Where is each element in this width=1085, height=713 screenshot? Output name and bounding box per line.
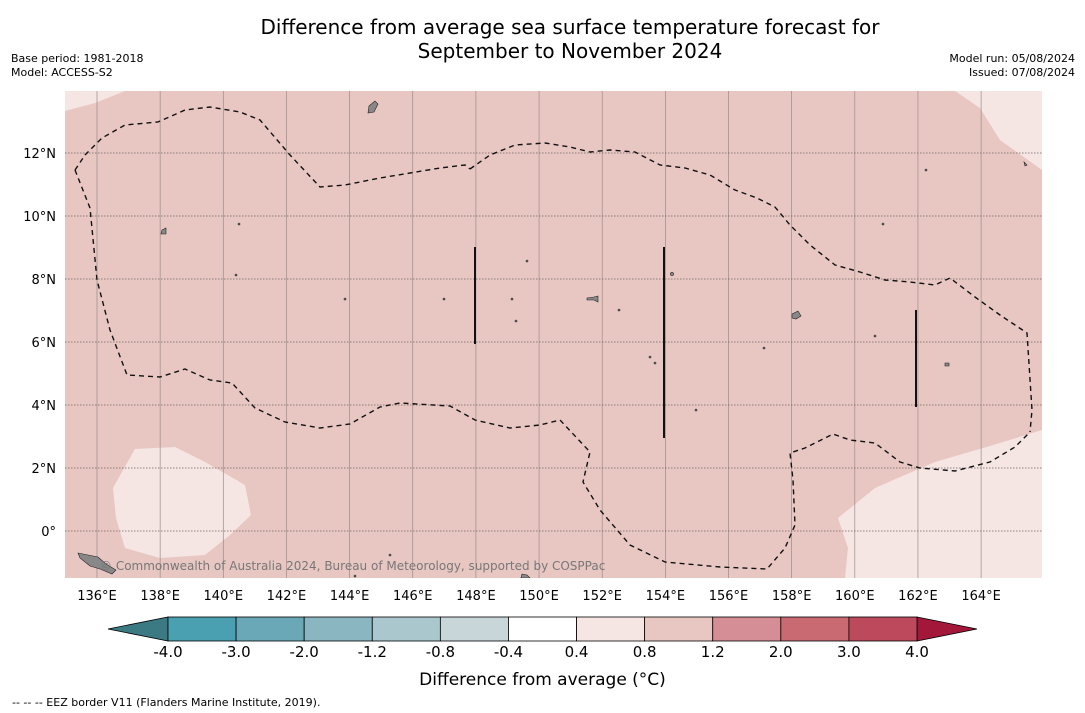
- colorbar-bins: [167, 616, 918, 642]
- colorbar-over-arrow: [916, 616, 978, 642]
- island-dot: [388, 553, 392, 557]
- island-new-guinea-tip: [77, 552, 117, 575]
- island-dot: [762, 346, 766, 350]
- longitude-label: 146°E: [393, 589, 433, 604]
- island-dot: [343, 297, 347, 301]
- map-area: © Commonwealth of Australia 2024, Bureau…: [65, 91, 1042, 578]
- eez-border-south: [74, 169, 1031, 570]
- colorbar-bin: [848, 616, 918, 642]
- model-run: Model run: 05/08/2024: [949, 52, 1075, 65]
- island-manus: [520, 573, 531, 578]
- colorbar-tick-label: 0.8: [632, 643, 657, 661]
- colorbar-bin: [371, 616, 441, 642]
- latitude-labels: 12°N 10°N 8°N 6°N 4°N 2°N 0°: [23, 147, 56, 540]
- colorbar-tick-label: 0.4: [564, 643, 589, 661]
- longitude-label: 150°E: [519, 589, 559, 604]
- model-name: Model: ACCESS-S2: [11, 66, 113, 79]
- colorbar-label: Difference from average (°C): [419, 670, 666, 690]
- latitude-label: 4°N: [32, 399, 57, 414]
- colorbar-tick-label: 3.0: [836, 643, 861, 661]
- longitude-label: 154°E: [646, 589, 686, 604]
- colorbar-tick-label: -4.0: [153, 643, 183, 661]
- anomaly-region-northwest: [65, 91, 125, 111]
- colorbar-bin: [508, 616, 577, 642]
- colorbar-tick-label: 1.2: [700, 643, 725, 661]
- colorbar-tick-label: 4.0: [905, 643, 929, 661]
- island-dot: [648, 355, 652, 359]
- longitude-label: 144°E: [330, 589, 370, 604]
- longitude-label: 162°E: [898, 589, 938, 604]
- title-line-1: Difference from average sea surface temp…: [260, 15, 880, 39]
- island-guam: [367, 100, 379, 114]
- latitude-label: 10°N: [23, 210, 56, 225]
- colorbar-bin: [644, 616, 714, 642]
- island-northeast-atoll: [1023, 161, 1028, 167]
- colorbar-tick-label: -0.8: [425, 643, 455, 661]
- longitude-label: 136°E: [77, 589, 117, 604]
- latitude-label: 6°N: [32, 336, 57, 351]
- island-kosrae: [944, 362, 950, 367]
- copyright-notice: © Commonwealth of Australia 2024, Bureau…: [100, 559, 605, 573]
- latitude-label: 0°: [41, 525, 56, 540]
- longitude-label: 148°E: [456, 589, 496, 604]
- colorbar-bin: [712, 616, 782, 642]
- longitude-label: 158°E: [772, 589, 812, 604]
- latitude-label: 12°N: [23, 147, 56, 162]
- latitude-label: 2°N: [32, 462, 57, 477]
- eez-border-central: [469, 142, 1033, 433]
- island-dot: [237, 222, 241, 226]
- colorbar-bin: [167, 616, 237, 642]
- island-dot: [617, 308, 621, 312]
- island-pohnpei: [791, 310, 802, 320]
- longitude-label: 152°E: [582, 589, 622, 604]
- issued-date: Issued: 07/08/2024: [968, 66, 1075, 79]
- longitude-label: 164°E: [961, 589, 1001, 604]
- longitude-label: 138°E: [140, 589, 180, 604]
- colorbar-bin: [439, 616, 509, 642]
- colorbar-tick-label: -2.0: [289, 643, 319, 661]
- longitude-label: 142°E: [267, 589, 307, 604]
- island-dot: [234, 273, 238, 277]
- colorbar-tick-label: -0.4: [493, 643, 524, 661]
- eez-footnote: -- -- -- EEZ border V11 (Flanders Marine…: [12, 696, 321, 709]
- island-dot: [873, 334, 877, 338]
- graticule: [65, 91, 1042, 578]
- island-dot: [653, 361, 657, 365]
- island-dot: [694, 408, 698, 412]
- island-dot: [510, 297, 514, 301]
- colorbar-bin: [780, 616, 850, 642]
- colorbar-bin: [576, 616, 646, 642]
- longitude-label: 140°E: [204, 589, 244, 604]
- colorbar: [107, 616, 978, 642]
- eez-border-west: [74, 106, 471, 188]
- colorbar-under-arrow: [107, 616, 169, 642]
- anomaly-region-northeast: [955, 91, 1042, 170]
- latitude-label: 8°N: [32, 273, 57, 288]
- island-dot: [924, 168, 928, 172]
- island-dot: [525, 259, 529, 263]
- island-dot: [353, 574, 357, 578]
- anomaly-region-west: [113, 447, 251, 558]
- base-period: Base period: 1981-2018: [11, 52, 144, 65]
- longitude-label: 156°E: [709, 589, 749, 604]
- island-yap: [160, 227, 167, 235]
- colorbar-bin: [303, 616, 373, 642]
- island-dot: [881, 222, 885, 226]
- island-chuuk: [586, 295, 599, 303]
- longitude-labels: 136°E 138°E 140°E 142°E 144°E 146°E 148°E 150°E…: [77, 589, 1001, 604]
- colorbar-tick-label: -3.0: [221, 643, 251, 661]
- island-dot: [670, 272, 674, 276]
- islands: [77, 100, 1028, 578]
- colorbar-bin: [235, 616, 305, 642]
- title-line-2: September to November 2024: [417, 39, 723, 63]
- anomaly-region-southeast: [838, 430, 1042, 578]
- island-dot: [442, 297, 446, 301]
- longitude-label: 160°E: [835, 589, 875, 604]
- colorbar-tick-label: 2.0: [768, 643, 793, 661]
- colorbar-tick-label: -1.2: [357, 643, 387, 661]
- island-dot: [514, 319, 518, 323]
